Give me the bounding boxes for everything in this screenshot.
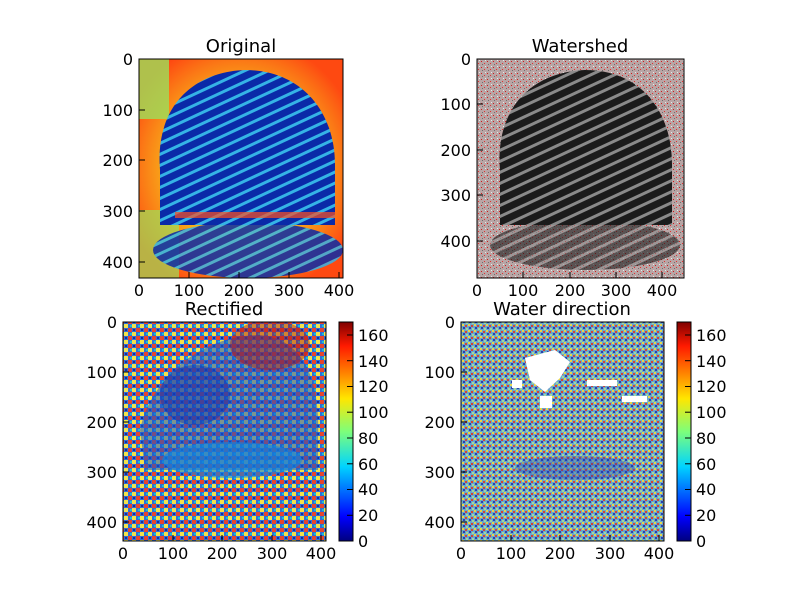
y-tick-label: 100 [86,363,117,382]
colorbar-tick-label: 0 [696,532,706,551]
colorbar-tick-label: 80 [696,429,716,448]
y-tick-label: 400 [424,513,455,532]
colorbar-tick-label: 0 [358,532,368,551]
colorbar-tick-label: 160 [358,326,389,345]
panel-title-watershed: Watershed [532,36,629,57]
colorbar-tick-label: 120 [358,377,389,396]
colorbar-tick-label: 80 [358,429,378,448]
y-ticks-original: 0 100 200 300 400 [102,50,145,272]
x-ticks-rectified: 0 100 200 300 400 [118,535,336,563]
y-tick-label: 0 [445,313,455,332]
panel-rectified: Rectified 0 100 200 300 400 0 [86,299,388,563]
x-tick-label: 300 [595,544,626,563]
colorbar-tick-label: 100 [358,403,389,422]
y-tick-label: 300 [440,186,471,205]
colorbar-tick-label: 120 [696,377,727,396]
colorbar-tick-label: 40 [696,480,716,499]
x-tick-label: 100 [508,281,539,300]
panel-title-rectified: Rectified [185,299,264,320]
y-tick-label: 0 [461,50,471,69]
colorbar-tick-label: 20 [358,506,378,525]
panel-watershed: Watershed 0 100 200 300 400 0 100 [440,36,685,300]
panel-water-direction: Water direction 0 100 200 300 400 [424,299,726,563]
panel-original: Original 0 100 200 300 400 [102,36,354,300]
y-tick-label: 400 [440,232,471,251]
x-tick-label: 400 [306,544,337,563]
x-tick-label: 200 [224,281,255,300]
colorbar-tick-label: 140 [696,352,727,371]
x-tick-label: 400 [647,281,678,300]
x-tick-label: 100 [496,544,527,563]
panel-title-water-direction: Water direction [493,299,631,320]
x-tick-label: 400 [644,544,675,563]
x-tick-label: 200 [207,544,238,563]
image-rectified [123,322,326,541]
colorbar-ticks-rectified: 0 20 40 60 80 100 120 140 160 [347,326,389,551]
colorbar-tick-label: 60 [696,455,716,474]
x-ticks-original: 0 100 200 300 400 [134,272,354,300]
x-tick-label: 100 [174,281,205,300]
y-ticks-water-direction: 0 100 200 300 400 [424,313,467,532]
image-water-direction [461,322,664,541]
y-tick-label: 200 [424,413,455,432]
x-tick-label: 100 [158,544,189,563]
colorbar-tick-label: 160 [696,326,727,345]
x-tick-label: 300 [601,281,632,300]
y-tick-label: 400 [102,253,133,272]
x-tick-label: 0 [472,281,482,300]
y-tick-label: 0 [107,313,117,332]
x-ticks-watershed: 0 100 200 300 400 [472,272,677,300]
colorbar-tick-label: 40 [358,480,378,499]
colorbar-tick-label: 100 [696,403,727,422]
y-tick-label: 0 [123,50,133,69]
y-tick-label: 200 [440,141,471,160]
x-tick-label: 200 [545,544,576,563]
colorbar-water-direction: 0 20 40 60 80 100 120 140 160 [676,321,727,551]
x-tick-label: 0 [118,544,128,563]
image-watershed [477,59,684,278]
colorbar-tick-label: 60 [358,455,378,474]
y-tick-label: 100 [424,363,455,382]
x-tick-label: 400 [324,281,355,300]
x-ticks-water-direction: 0 100 200 300 400 [456,535,674,563]
x-tick-label: 300 [257,544,288,563]
image-original [139,59,343,278]
y-tick-label: 200 [102,151,133,170]
panel-title-original: Original [206,36,276,57]
y-tick-label: 400 [86,513,117,532]
y-tick-label: 200 [86,413,117,432]
colorbar-rectified: 0 20 40 60 80 100 120 140 160 [338,321,389,551]
y-tick-label: 100 [440,95,471,114]
x-tick-label: 200 [555,281,586,300]
colorbar-tick-label: 140 [358,352,389,371]
y-tick-label: 300 [102,202,133,221]
y-tick-label: 300 [86,463,117,482]
y-tick-label: 300 [424,463,455,482]
colorbar-ticks-water-direction: 0 20 40 60 80 100 120 140 160 [685,326,727,551]
colorbar-tick-label: 20 [696,506,716,525]
x-tick-label: 300 [274,281,305,300]
y-ticks-rectified: 0 100 200 300 400 [86,313,129,532]
x-tick-label: 0 [456,544,466,563]
y-tick-label: 100 [102,101,133,120]
x-tick-label: 0 [134,281,144,300]
y-ticks-watershed: 0 100 200 300 400 [440,50,483,251]
